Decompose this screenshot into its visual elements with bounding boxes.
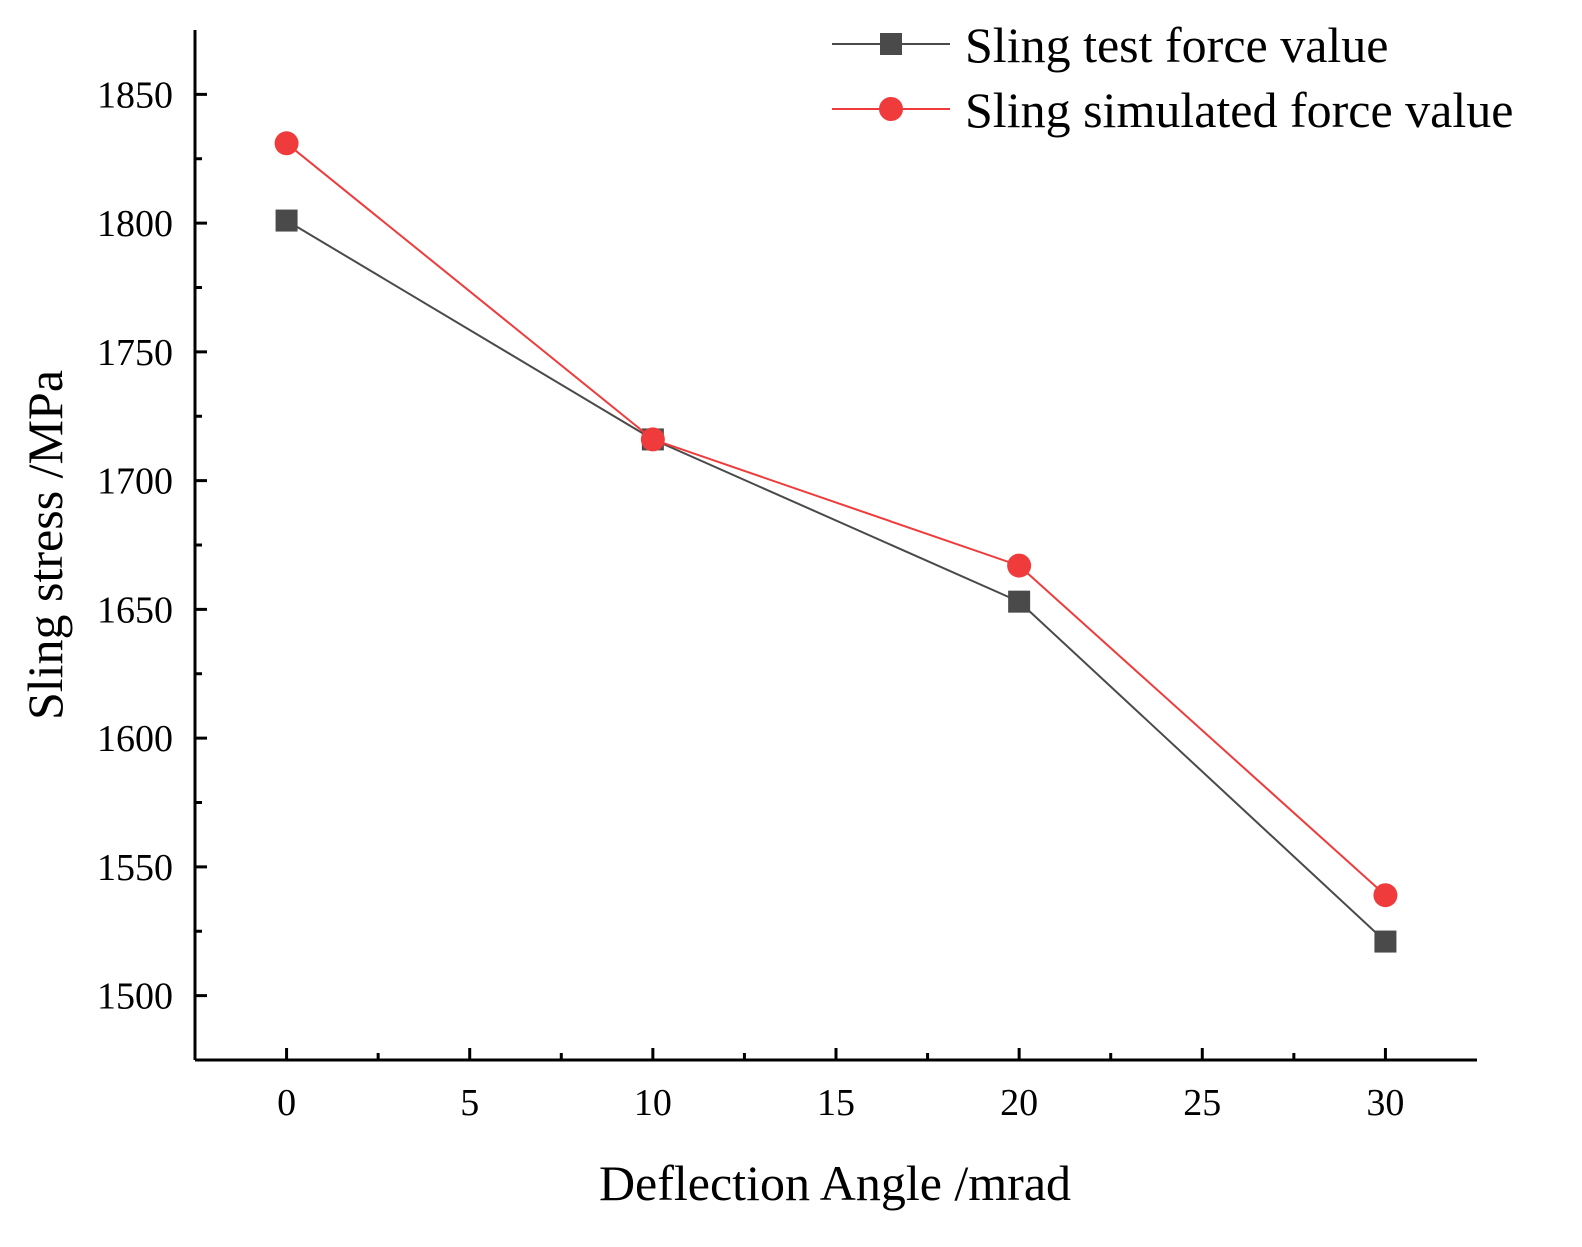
legend-label-test: Sling test force value xyxy=(965,17,1389,73)
y-tick-label: 1650 xyxy=(97,589,173,631)
data-point-circle xyxy=(1373,883,1398,908)
legend-marker-circle xyxy=(879,97,903,121)
y-tick-label: 1700 xyxy=(97,461,173,503)
data-point-square xyxy=(1008,590,1031,613)
y-tick-label: 1850 xyxy=(97,74,173,116)
data-point-square xyxy=(1374,930,1397,953)
axes: 1500 1550 1600 1650 1700 1750 1800 1850 0 5 10 15 20… xyxy=(97,30,1477,1124)
data-point-circle xyxy=(1007,553,1032,578)
legend: Sling test force value Sling simulated f… xyxy=(832,17,1513,138)
y-tick-label: 1800 xyxy=(97,203,173,245)
series-line-1 xyxy=(286,219,1387,943)
y-tick-label: 1550 xyxy=(97,847,173,889)
y-tick-label: 1500 xyxy=(97,976,173,1018)
y-axis-title: Sling stress /MPa xyxy=(17,370,73,720)
x-tick-label: 5 xyxy=(460,1082,479,1124)
x-axis-title: Deflection Angle /mrad xyxy=(599,1155,1071,1211)
x-tick-label: 30 xyxy=(1366,1082,1404,1124)
plot-area xyxy=(274,131,1398,953)
x-tick-label: 10 xyxy=(634,1082,672,1124)
data-point-circle xyxy=(274,131,299,156)
x-tick-label: 25 xyxy=(1183,1082,1221,1124)
data-point-circle xyxy=(640,427,665,452)
x-tick-label: 0 xyxy=(277,1082,296,1124)
legend-marker-square xyxy=(880,33,902,55)
data-point-square xyxy=(275,209,298,232)
legend-label-simulated: Sling simulated force value xyxy=(965,82,1513,138)
y-tick-label: 1750 xyxy=(97,332,173,374)
x-tick-label: 15 xyxy=(817,1082,855,1124)
y-tick-label: 1600 xyxy=(97,718,173,760)
series-line-2 xyxy=(285,142,1387,896)
x-tick-label: 20 xyxy=(1000,1082,1038,1124)
